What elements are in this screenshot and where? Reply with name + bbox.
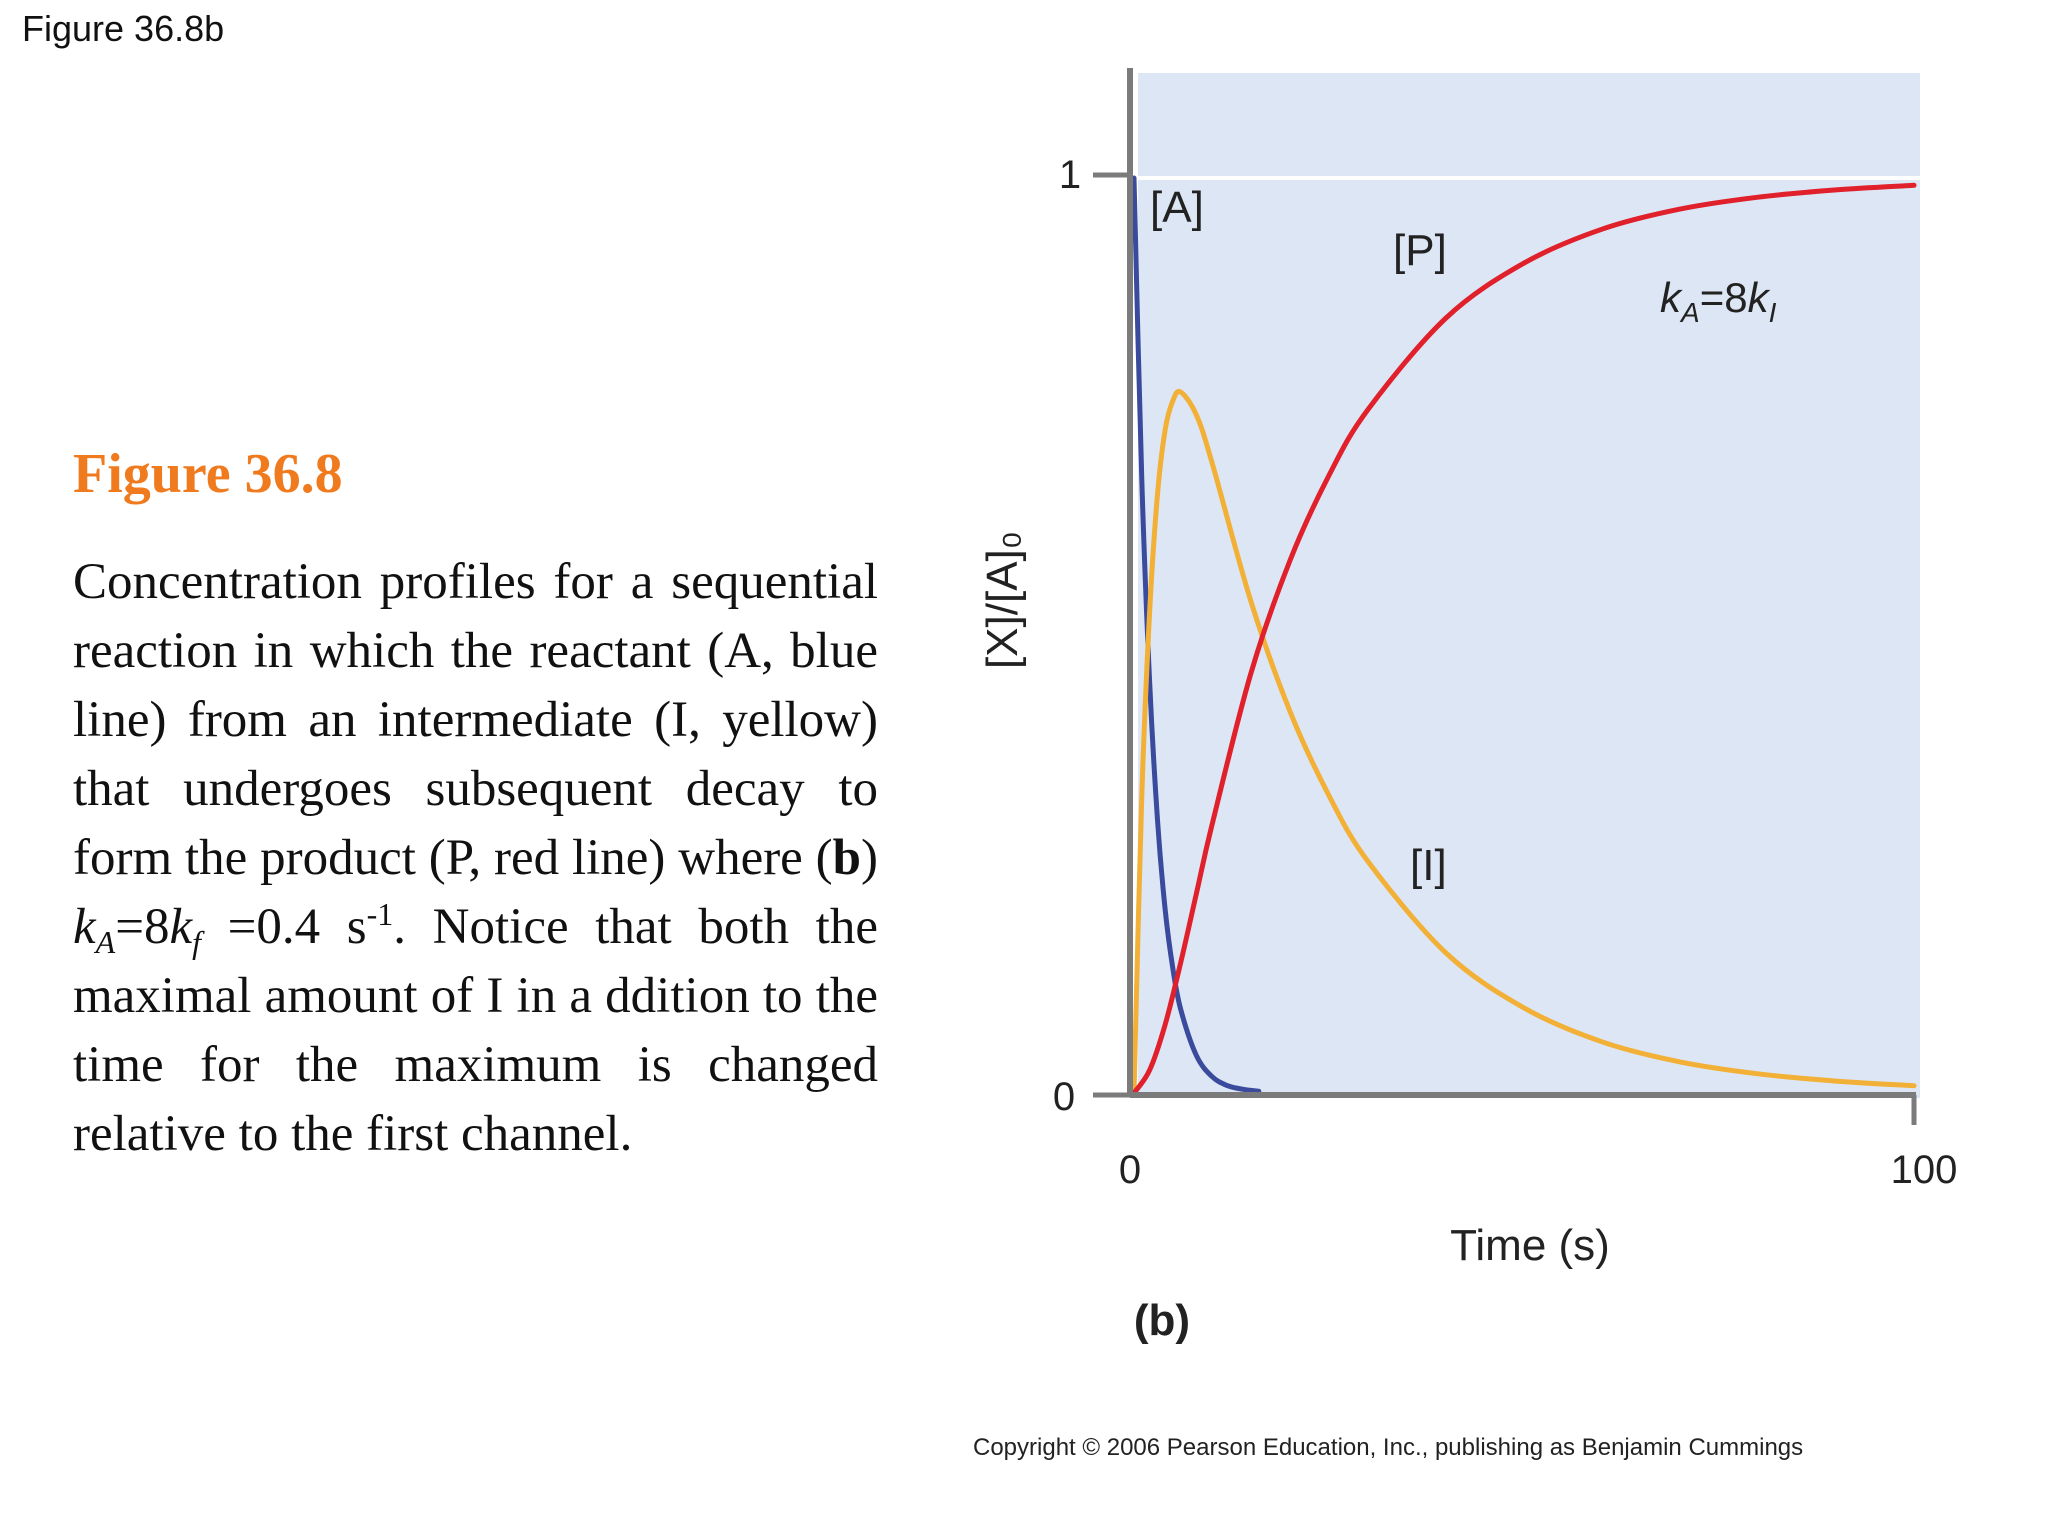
series-label-p: [P] <box>1393 226 1447 275</box>
series-line-a <box>1131 175 1262 1094</box>
caption-bold-b: b <box>832 830 862 886</box>
series-label-a: [A] <box>1150 183 1204 232</box>
series-layer <box>1131 175 1917 1096</box>
x-axis-label: Time (s) <box>1450 1221 1610 1270</box>
x-tick-label-100: 100 <box>1891 1148 1958 1192</box>
figure-title: Figure 36.8 <box>73 443 343 505</box>
x-tick-label-0: 0 <box>1119 1148 1141 1192</box>
panel-label: (b) <box>1134 1296 1190 1345</box>
plot-background <box>1138 73 1920 1098</box>
rate-annotation: kA=8kI <box>1660 274 1777 328</box>
series-label-i: [I] <box>1410 841 1447 890</box>
series-line-p <box>1131 182 1917 1096</box>
y-tick-label-0: 0 <box>1053 1075 1075 1119</box>
slide-tag: Figure 36.8b <box>22 8 225 49</box>
caption-sub-f: f <box>192 924 201 960</box>
caption-eq1: =8 <box>115 899 170 955</box>
caption-k2: k <box>169 899 193 955</box>
y-tick-label-1: 1 <box>1059 153 1081 197</box>
caption-part1: Concentration profiles for a sequential … <box>73 554 878 886</box>
caption-part3: . Notice that both the maximal amount of… <box>73 899 878 1162</box>
figure-caption: Concentration profiles for a sequential … <box>73 548 878 1169</box>
caption-part2: ) <box>861 830 878 886</box>
y-axis-label: [X]/[A]₀ <box>978 531 1027 669</box>
caption-sub-a: A <box>95 924 116 960</box>
caption-k: k <box>73 899 96 955</box>
caption-sup: -1 <box>366 896 394 932</box>
series-line-i <box>1131 388 1917 1096</box>
copyright-notice: Copyright © 2006 Pearson Education, Inc.… <box>973 1434 1804 1461</box>
caption-eq2: =0.4 s <box>200 899 367 955</box>
